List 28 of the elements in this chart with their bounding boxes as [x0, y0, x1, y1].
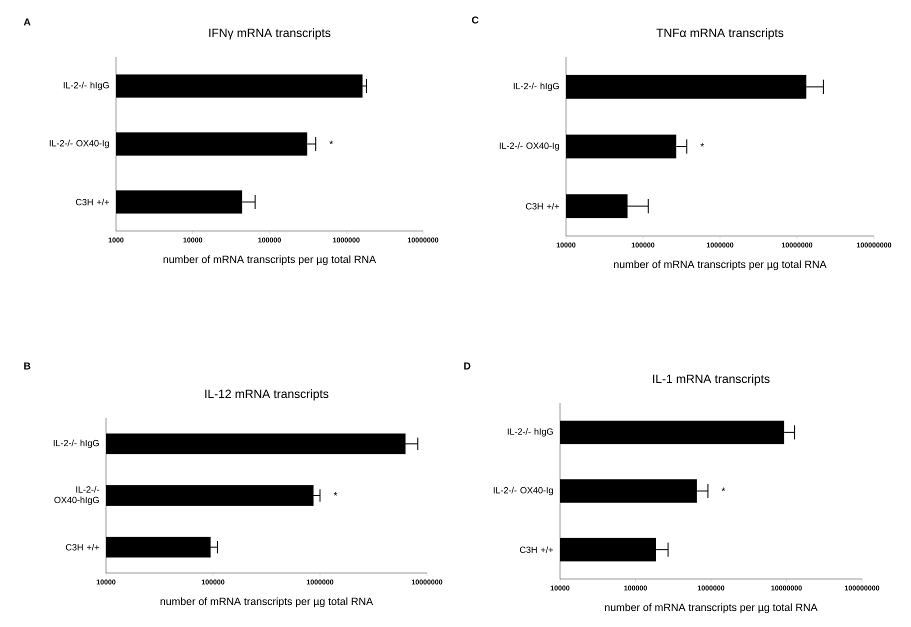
x-axis-title: number of mRNA transcripts per µg total RNA [164, 255, 376, 266]
chart-title: TNFα mRNA transcripts [656, 28, 784, 40]
text: D [464, 362, 470, 370]
text: B [24, 362, 30, 370]
y-tick-label: IL-2-/- OX40-Ig [50, 140, 109, 148]
annotation: * [700, 143, 704, 147]
x-axis-title: number of mRNA transcripts per µg total RNA [605, 603, 818, 614]
y-tick-label: IL-2-/- hIgG [54, 440, 99, 448]
annotation: * [334, 492, 338, 496]
chart-title: IFNγ mRNA transcripts [209, 28, 330, 40]
y-tick-label: IL-2-/- hIgG [64, 82, 109, 90]
annotation: * [722, 488, 726, 492]
chart-title: IL-12 mRNA transcripts [205, 389, 328, 400]
text: C [472, 16, 478, 24]
x-axis-title: number of mRNA transcripts per µg total RNA [614, 260, 827, 270]
y-tick-label: C3H +/+ [76, 198, 110, 206]
y-tick-label: IL-2-/- OX40-Ig [494, 486, 553, 496]
y-tick-label: C3H +/+ [66, 544, 100, 550]
y-tick-label: IL-2-/- OX40-hIgG [54, 486, 100, 505]
y-tick-label: IL-2-/- hIgG [514, 82, 559, 92]
x-axis-title: number of mRNA transcripts per µg total RNA [160, 597, 374, 608]
y-tick-label: IL-2-/- hIgG [508, 428, 553, 437]
chart-title: IL-1 mRNA transcripts [653, 374, 770, 386]
y-tick-label: C3H +/+ [526, 202, 560, 210]
y-tick-label: IL-2-/- OX40-Ig [500, 142, 559, 151]
annotation: * [329, 140, 333, 144]
text: A [24, 18, 30, 26]
y-tick-label: C3H +/+ [520, 546, 554, 553]
